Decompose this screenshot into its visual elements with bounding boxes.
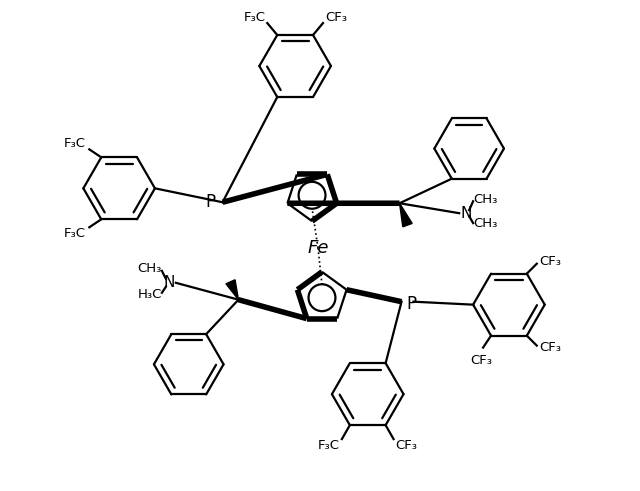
Text: CF₃: CF₃ bbox=[539, 341, 561, 354]
Text: CH₃: CH₃ bbox=[473, 217, 497, 230]
Text: CH₃: CH₃ bbox=[473, 193, 497, 206]
Polygon shape bbox=[226, 280, 239, 300]
Text: N: N bbox=[163, 275, 175, 290]
Text: P: P bbox=[406, 295, 417, 313]
Text: F₃C: F₃C bbox=[243, 11, 266, 24]
Text: F₃C: F₃C bbox=[63, 227, 85, 240]
Text: CF₃: CF₃ bbox=[396, 438, 417, 452]
Text: CF₃: CF₃ bbox=[325, 11, 347, 24]
Text: H₃C: H₃C bbox=[138, 288, 162, 301]
Text: CF₃: CF₃ bbox=[470, 354, 492, 367]
Text: F₃C: F₃C bbox=[318, 438, 340, 452]
Text: F₃C: F₃C bbox=[63, 137, 85, 150]
Text: Fe: Fe bbox=[307, 239, 329, 257]
Text: P: P bbox=[205, 193, 216, 211]
Text: CF₃: CF₃ bbox=[539, 255, 561, 268]
Polygon shape bbox=[399, 203, 412, 227]
Text: N: N bbox=[460, 206, 472, 220]
Text: CH₃: CH₃ bbox=[138, 262, 162, 275]
